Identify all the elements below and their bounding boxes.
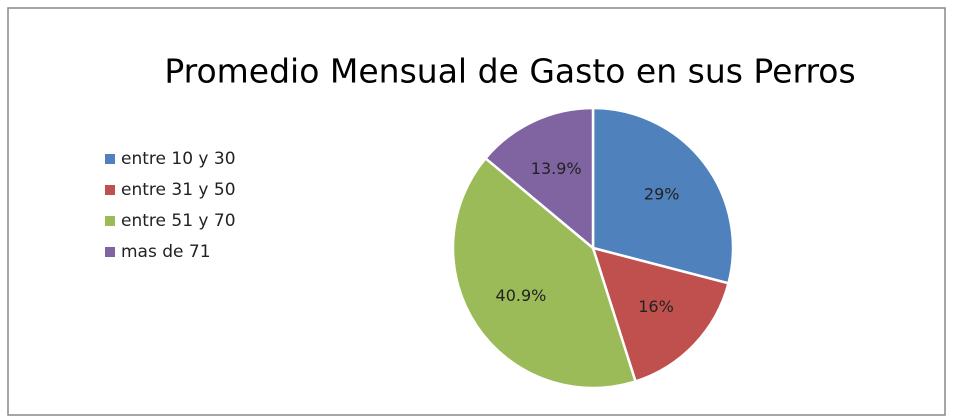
data-label: 29% (644, 184, 680, 203)
legend-label: mas de 71 (121, 242, 211, 262)
legend-swatch (105, 185, 115, 195)
legend-swatch (105, 247, 115, 257)
legend-swatch (105, 154, 115, 164)
pie-slice (591, 106, 735, 285)
data-label: 16% (638, 297, 674, 316)
data-label: 40.9% (496, 286, 547, 305)
legend-label: entre 51 y 70 (121, 211, 236, 231)
pie-slice (483, 106, 595, 251)
pie-slice (451, 156, 638, 390)
legend-label: entre 10 y 30 (121, 149, 236, 169)
chart-title: Promedio Mensual de Gasto en sus Perros (164, 52, 855, 91)
pie-slice (591, 246, 730, 383)
legend-label: entre 31 y 50 (121, 180, 236, 200)
data-label: 13.9% (531, 159, 582, 178)
legend-swatch (105, 216, 115, 226)
